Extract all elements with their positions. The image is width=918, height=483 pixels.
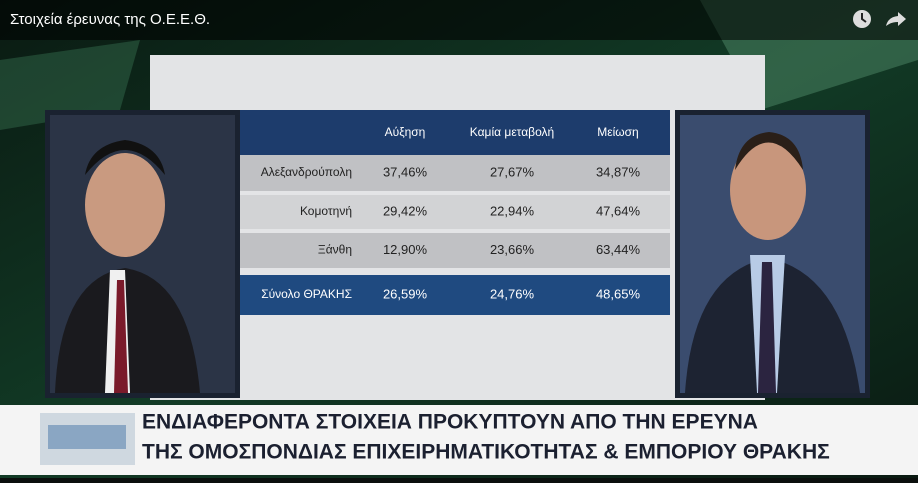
table-cell: 47,64% <box>596 203 641 218</box>
table-cell: 27,67% <box>490 164 535 179</box>
table-cell: 22,94% <box>490 203 535 218</box>
column-header: Καμία μεταβολή <box>470 125 554 139</box>
table-cell: 24,76% <box>490 286 535 301</box>
table-cell: 26,59% <box>383 286 428 301</box>
table-cell: 23,66% <box>490 242 535 257</box>
row-label: Σύνολο ΘΡΑΚΗΣ <box>261 287 352 301</box>
right-video <box>675 110 870 398</box>
streak <box>0 40 140 130</box>
row-label: Κομοτηνή <box>300 204 352 218</box>
table-cell: 34,87% <box>596 164 641 179</box>
table-cell: 12,90% <box>383 242 428 257</box>
table-cell: 29,42% <box>383 203 428 218</box>
table-row <box>240 275 670 315</box>
table-cell: 48,65% <box>596 286 641 301</box>
share-icon[interactable] <box>886 12 906 26</box>
table-cell: 63,44% <box>596 242 641 257</box>
table-cell: 37,46% <box>383 164 428 179</box>
row-label: Ξάνθη <box>318 243 352 257</box>
table-row <box>240 155 670 191</box>
ticker-line: ΕΝΔΙΑΦΕΡΟΝΤΑ ΣΤΟΙΧΕΙΑ ΠΡΟΚΥΠΤΟΥΝ ΑΠΟ ΤΗΝ… <box>142 411 758 434</box>
table-row <box>240 195 670 229</box>
row-label: Αλεξανδρούπολη <box>261 165 352 179</box>
video-title: Στοιχεία έρευνας της Ο.Ε.Ε.Θ. <box>10 11 210 28</box>
title-bar <box>0 0 918 40</box>
table-row <box>240 233 670 268</box>
watch-later-icon[interactable] <box>853 10 871 28</box>
left-video <box>45 110 240 398</box>
channel-logo <box>40 413 135 465</box>
column-header: Αύξηση <box>385 125 426 139</box>
ticker-line: ΤΗΣ ΟΜΟΣΠΟΝΔΙΑΣ ΕΠΙΧΕΙΡΗΜΑΤΙΚΟΤΗΤΑΣ & ΕΜ… <box>142 441 830 464</box>
column-header: Μείωση <box>597 125 638 139</box>
ticker-bar <box>0 405 918 475</box>
table-header <box>240 110 670 155</box>
